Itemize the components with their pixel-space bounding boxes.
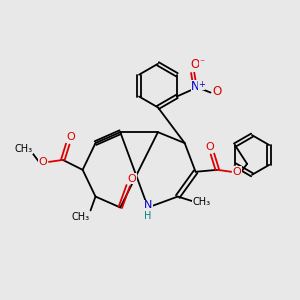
Text: N: N	[191, 80, 200, 93]
Text: +: +	[198, 80, 205, 89]
Text: O: O	[233, 167, 242, 177]
Text: H: H	[144, 212, 152, 221]
Text: CH₃: CH₃	[193, 196, 211, 206]
Text: ⁻: ⁻	[199, 58, 204, 68]
Text: N: N	[144, 200, 152, 211]
Text: CH₃: CH₃	[72, 212, 90, 222]
Text: O: O	[128, 174, 136, 184]
Text: O: O	[190, 58, 199, 71]
Text: O: O	[66, 132, 75, 142]
Text: O: O	[205, 142, 214, 152]
Text: CH₃: CH₃	[14, 144, 32, 154]
Text: O: O	[39, 157, 47, 167]
Text: O: O	[213, 85, 222, 98]
